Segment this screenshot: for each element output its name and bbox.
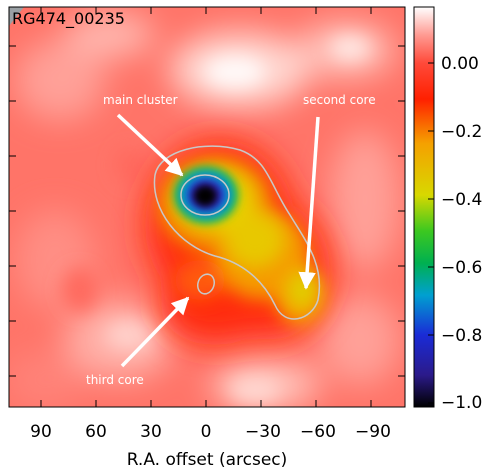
colorbar-gradient [413, 6, 435, 408]
colorbar-ticks [428, 62, 434, 404]
main-cluster-arrow [116, 113, 184, 177]
third-core-arrow [120, 296, 190, 368]
second-core-label: second core [303, 93, 376, 107]
x-tick-label: −30 [245, 422, 281, 442]
colorbar-tick-label: −0.2 [441, 122, 482, 142]
colorbar-tick-label: −1.0 [441, 393, 482, 413]
sz-decrement-map [9, 7, 405, 407]
third-core-contour [196, 273, 216, 295]
colorbar-tick-labels: 0.00 −0.2 −0.4 −0.6 −0.8 −1.0 [441, 54, 482, 413]
map-frame [8, 6, 406, 408]
annotations: main cluster second core third core [86, 93, 376, 387]
x-tick-label: −60 [300, 422, 336, 442]
x-tick-labels: 90 60 30 0 −30 −60 −90 [30, 422, 391, 442]
second-core-arrow [298, 116, 320, 290]
colorbar-tick-label: −0.6 [441, 258, 482, 278]
colorbar-tick-label: 0.00 [441, 54, 479, 74]
x-tick-label: 90 [30, 422, 52, 442]
x-axis-label: R.A. offset (arcsec) [127, 450, 288, 470]
map-panel: main cluster second core third core [8, 6, 406, 470]
outer-contour [153, 145, 321, 320]
map-ticks [9, 7, 405, 407]
inner-contour [180, 174, 230, 216]
x-tick-label: 0 [201, 422, 212, 442]
x-tick-label: 30 [140, 422, 162, 442]
masked-corner [9, 7, 24, 26]
main-cluster-label: main cluster [103, 93, 178, 107]
colorbar-tick-label: −0.8 [441, 326, 482, 346]
colorbar-tick-label: −0.4 [441, 190, 482, 210]
object-name: RG474_00235 [12, 9, 125, 29]
colorbar: 0.00 −0.2 −0.4 −0.6 −0.8 −1.0 [413, 6, 482, 413]
x-tick-label: 60 [85, 422, 107, 442]
third-core-label: third core [86, 373, 144, 387]
x-tick-label: −90 [355, 422, 391, 442]
